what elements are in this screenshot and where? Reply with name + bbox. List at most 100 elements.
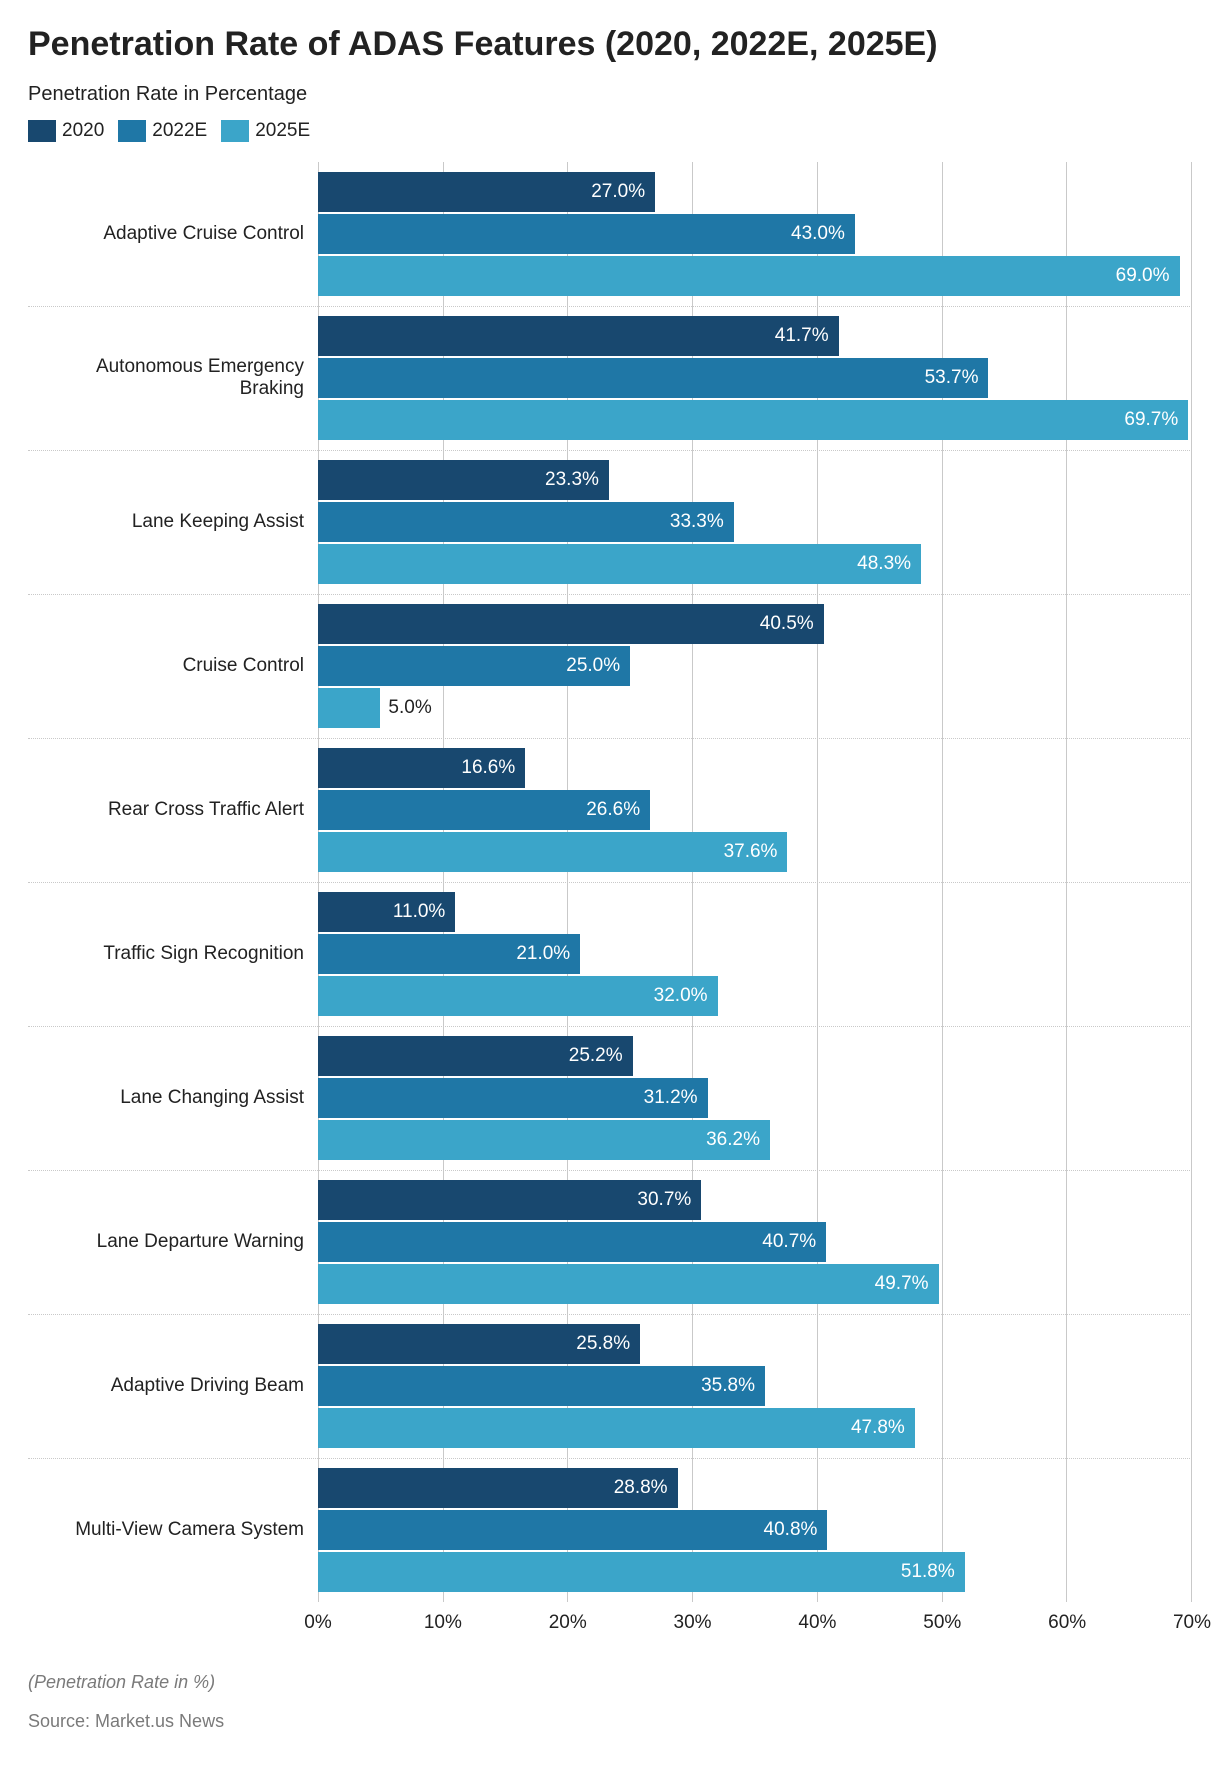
bar-row: 16.6% bbox=[318, 748, 1192, 788]
bar-value-label: 48.3% bbox=[857, 553, 911, 575]
bar-value-label: 40.5% bbox=[760, 613, 814, 635]
bar-value-label: 36.2% bbox=[706, 1129, 760, 1151]
bar-group: 27.0% 43.0% 69.0% bbox=[318, 162, 1192, 306]
bar-row: 40.7% bbox=[318, 1222, 1192, 1262]
legend-label: 2022E bbox=[152, 120, 207, 142]
bar-value-label: 26.6% bbox=[586, 799, 640, 821]
legend-swatch bbox=[118, 120, 146, 142]
legend-label: 2025E bbox=[255, 120, 310, 142]
bar-group: 25.2% 31.2% 36.2% bbox=[318, 1026, 1192, 1170]
chart-subtitle: Penetration Rate in Percentage bbox=[28, 83, 1192, 106]
bar: 41.7% bbox=[318, 316, 839, 356]
chart-area: Adaptive Cruise ControlAutonomous Emerge… bbox=[28, 162, 1192, 1602]
footer-note: (Penetration Rate in %) bbox=[28, 1672, 1192, 1693]
group-separator bbox=[28, 882, 1192, 883]
bar-group: 16.6% 26.6% 37.6% bbox=[318, 738, 1192, 882]
bar-value-label: 16.6% bbox=[461, 757, 515, 779]
bar-value-label: 21.0% bbox=[516, 943, 570, 965]
bar: 35.8% bbox=[318, 1366, 765, 1406]
source-attribution: Source: Market.us News bbox=[28, 1711, 1192, 1732]
bar-row: 69.7% bbox=[318, 400, 1192, 440]
bar-value-label: 32.0% bbox=[654, 985, 708, 1007]
bar: 16.6% bbox=[318, 748, 525, 788]
bar-value-label: 69.0% bbox=[1116, 265, 1170, 287]
category-label: Lane Changing Assist bbox=[28, 1026, 304, 1170]
bar-value-label: 23.3% bbox=[545, 469, 599, 491]
category-label: Adaptive Driving Beam bbox=[28, 1314, 304, 1458]
bar-row: 31.2% bbox=[318, 1078, 1192, 1118]
bar-row: 5.0% bbox=[318, 688, 1192, 728]
group-separator bbox=[28, 1458, 1192, 1459]
group-separator bbox=[28, 1314, 1192, 1315]
bar: 43.0% bbox=[318, 214, 855, 254]
bar: 40.8% bbox=[318, 1510, 827, 1550]
bar: 26.6% bbox=[318, 790, 650, 830]
category-label: Traffic Sign Recognition bbox=[28, 882, 304, 1026]
bar-groups: 27.0% 43.0% 69.0% 41.7% 53.7% 69.7% 23.3% 33.3%… bbox=[318, 162, 1192, 1602]
bar-row: 25.0% bbox=[318, 646, 1192, 686]
bar-row: 11.0% bbox=[318, 892, 1192, 932]
bar: 32.0% bbox=[318, 976, 718, 1016]
bar-group: 30.7% 40.7% 49.7% bbox=[318, 1170, 1192, 1314]
legend-item: 2020 bbox=[28, 120, 104, 142]
bar: 48.3% bbox=[318, 544, 921, 584]
bar: 69.7% bbox=[318, 400, 1188, 440]
bar-value-label: 35.8% bbox=[701, 1375, 755, 1397]
bar-value-label: 53.7% bbox=[925, 367, 979, 389]
category-label: Lane Departure Warning bbox=[28, 1170, 304, 1314]
bar: 30.7% bbox=[318, 1180, 701, 1220]
bar: 69.0% bbox=[318, 256, 1180, 296]
bar-group: 25.8%35.8%47.8% bbox=[318, 1314, 1192, 1458]
bar-value-label: 31.2% bbox=[644, 1087, 698, 1109]
legend-item: 2022E bbox=[118, 120, 207, 142]
bar: 11.0% bbox=[318, 892, 455, 932]
bar-value-label: 25.0% bbox=[566, 655, 620, 677]
bar-value-label: 5.0% bbox=[388, 697, 431, 719]
x-tick-label: 70% bbox=[1173, 1612, 1211, 1634]
x-tick-label: 10% bbox=[424, 1612, 462, 1634]
bar-row: 33.3% bbox=[318, 502, 1192, 542]
bar-value-label: 30.7% bbox=[637, 1189, 691, 1211]
chart-title: Penetration Rate of ADAS Features (2020,… bbox=[28, 24, 1192, 65]
bar-group: 41.7% 53.7% 69.7% bbox=[318, 306, 1192, 450]
bar-row: 51.8% bbox=[318, 1552, 1192, 1592]
group-separator bbox=[28, 306, 1192, 307]
bar-value-label: 37.6% bbox=[724, 841, 778, 863]
bar-value-label: 27.0% bbox=[591, 181, 645, 203]
bar-group: 11.0% 21.0% 32.0% bbox=[318, 882, 1192, 1026]
bar: 21.0% bbox=[318, 934, 580, 974]
group-separator bbox=[28, 450, 1192, 451]
bar-value-label: 49.7% bbox=[875, 1273, 929, 1295]
bar-value-label: 25.8% bbox=[576, 1333, 630, 1355]
bar-value-label: 41.7% bbox=[775, 325, 829, 347]
bar-group: 28.8% 40.8%51.8% bbox=[318, 1458, 1192, 1602]
bar: 31.2% bbox=[318, 1078, 708, 1118]
bar-row: 35.8% bbox=[318, 1366, 1192, 1406]
category-label: Autonomous Emergency Braking bbox=[28, 306, 304, 450]
bar-row: 48.3% bbox=[318, 544, 1192, 584]
bar-row: 25.2% bbox=[318, 1036, 1192, 1076]
category-label: Lane Keeping Assist bbox=[28, 450, 304, 594]
bar-row: 21.0% bbox=[318, 934, 1192, 974]
legend-item: 2025E bbox=[221, 120, 310, 142]
bar: 37.6% bbox=[318, 832, 787, 872]
bar-row: 26.6% bbox=[318, 790, 1192, 830]
legend-swatch bbox=[221, 120, 249, 142]
bar-row: 53.7% bbox=[318, 358, 1192, 398]
bar-row: 40.5% bbox=[318, 604, 1192, 644]
bar: 23.3% bbox=[318, 460, 609, 500]
bar-row: 27.0% bbox=[318, 172, 1192, 212]
bar: 25.8% bbox=[318, 1324, 640, 1364]
legend-swatch bbox=[28, 120, 56, 142]
bar: 49.7% bbox=[318, 1264, 939, 1304]
x-tick-label: 0% bbox=[304, 1612, 331, 1634]
group-separator bbox=[28, 1170, 1192, 1171]
bar: 40.5% bbox=[318, 604, 824, 644]
bar-row: 40.8% bbox=[318, 1510, 1192, 1550]
category-label: Multi-View Camera System bbox=[28, 1458, 304, 1602]
bar-row: 41.7% bbox=[318, 316, 1192, 356]
bar: 33.3% bbox=[318, 502, 734, 542]
bar: 36.2% bbox=[318, 1120, 770, 1160]
bar-value-label: 28.8% bbox=[614, 1477, 668, 1499]
bar: 5.0% bbox=[318, 688, 380, 728]
